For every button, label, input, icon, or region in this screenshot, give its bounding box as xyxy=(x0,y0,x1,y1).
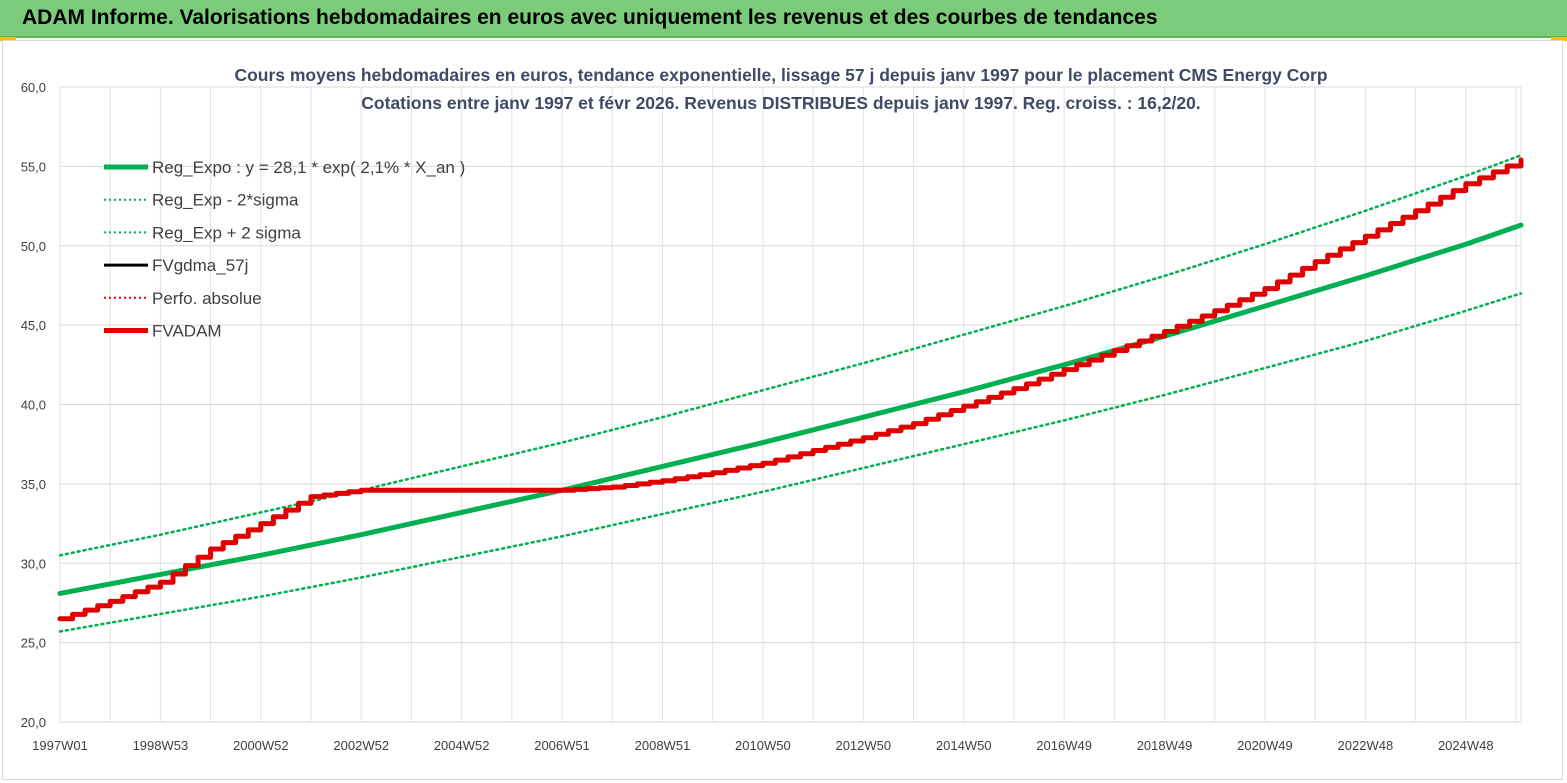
y-axis-ticks: 20,0 25,0 30,0 35,0 40,0 45,0 50,0 55,0 60,0 xyxy=(21,80,46,730)
series-line-0 xyxy=(57,222,1524,596)
x-tick-label: 2002W52 xyxy=(333,738,389,753)
chart-legend: Reg_Expo : y = 28,1 * exp( 2,1% * X_an )… xyxy=(104,158,465,341)
x-tick-label: 2018W49 xyxy=(1137,738,1193,753)
x-tick-label: 2006W51 xyxy=(534,738,590,753)
legend-entry: Reg_Expo : y = 28,1 * exp( 2,1% * X_an ) xyxy=(152,158,465,177)
report-title: ADAM Informe. Valorisations hebdomadaire… xyxy=(22,6,1158,29)
x-tick-label: 2014W50 xyxy=(936,738,992,753)
y-tick-label: 40,0 xyxy=(21,398,46,413)
legend-entry: Reg_Exp + 2 sigma xyxy=(152,223,301,242)
chart-subtitle: Cotations entre janv 1997 et févr 2026. … xyxy=(361,93,1200,113)
y-tick-label: 35,0 xyxy=(21,477,46,492)
x-tick-label: 1997W01 xyxy=(32,738,88,753)
series-line-5 xyxy=(57,157,1524,622)
chart-frame xyxy=(2,40,1563,780)
y-tick-label: 50,0 xyxy=(21,239,46,254)
y-tick-label: 25,0 xyxy=(21,636,46,651)
y-tick-label: 45,0 xyxy=(21,318,46,333)
legend-entry: Perfo. absolue xyxy=(152,289,262,308)
x-tick-label: 2022W48 xyxy=(1338,738,1394,753)
x-tick-label: 2016W49 xyxy=(1036,738,1092,753)
corner-mark-right xyxy=(1551,37,1567,41)
y-tick-label: 55,0 xyxy=(21,159,46,174)
x-tick-label: 2000W52 xyxy=(233,738,289,753)
y-tick-label: 60,0 xyxy=(21,80,46,95)
chart-series-lines xyxy=(57,154,1524,633)
x-tick-label: 2010W50 xyxy=(735,738,791,753)
chart-title: Cours moyens hebdomadaires en euros, ten… xyxy=(234,65,1327,85)
legend-entry: FVgdma_57j xyxy=(152,256,248,275)
y-tick-label: 30,0 xyxy=(21,556,46,571)
x-axis-ticks: 1997W01 1998W53 2000W52 2002W52 2004W52 2006W… xyxy=(32,738,1493,753)
series-line-1 xyxy=(58,292,1523,633)
x-tick-label: 2020W49 xyxy=(1237,738,1293,753)
x-tick-label: 2012W50 xyxy=(835,738,891,753)
corner-mark-left xyxy=(0,37,16,41)
x-tick-label: 2024W48 xyxy=(1438,738,1494,753)
series-line-2 xyxy=(58,154,1523,557)
y-tick-label: 20,0 xyxy=(21,715,46,730)
legend-entry: Reg_Exp - 2*sigma xyxy=(152,191,299,210)
x-tick-label: 1998W53 xyxy=(133,738,189,753)
report-banner: ADAM Informe. Valorisations hebdomadaire… xyxy=(0,0,1567,38)
x-tick-label: 2008W51 xyxy=(635,738,691,753)
x-tick-label: 2004W52 xyxy=(434,738,490,753)
legend-entry: FVADAM xyxy=(152,322,222,341)
chart-gridlines xyxy=(59,86,1522,723)
